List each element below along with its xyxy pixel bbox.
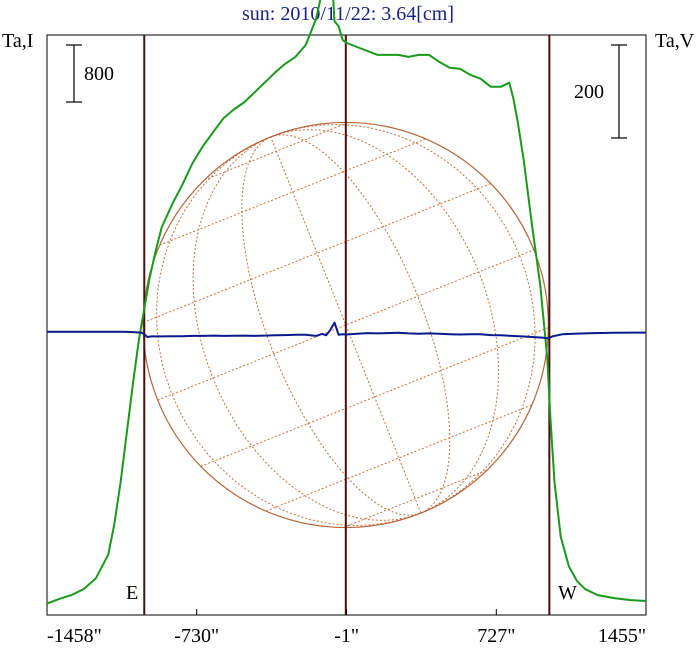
v-scale-bar [611, 45, 627, 138]
disk-meridian [271, 135, 450, 513]
x-tick-label: -1" [334, 625, 359, 647]
x-tick-label: -1458" [47, 625, 102, 647]
i-scale-bar [66, 45, 82, 102]
east-limb-label: E [126, 582, 138, 604]
i-scale-label: 800 [84, 63, 114, 85]
chart-title: sun: 2010/11/22: 3.64[cm] [242, 3, 454, 25]
disk-meridian [271, 125, 535, 514]
right-axis-label: Ta,V [655, 30, 695, 52]
west-limb-label: W [558, 582, 577, 604]
x-tick-label: 1455" [598, 625, 646, 647]
left-axis-label: Ta,I [2, 30, 33, 52]
disk-meridian [157, 137, 421, 526]
disk-meridian [193, 137, 421, 521]
disk-parallel [266, 405, 532, 511]
x-tick-label: 727" [477, 625, 515, 647]
v-scale-label: 200 [574, 81, 604, 103]
disk-meridian [242, 137, 421, 515]
x-tick-label: -730" [174, 625, 219, 647]
